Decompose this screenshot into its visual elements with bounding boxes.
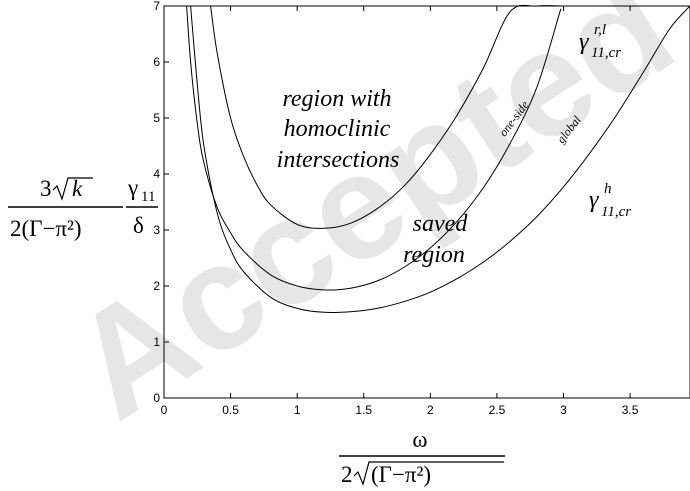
x-tick-label: 1.5	[355, 403, 372, 417]
x-tick-label: 0	[161, 403, 168, 417]
y-ticks: 0 1 2 3 4 5 6 7	[153, 0, 169, 405]
svg-text:2(Γ−π²): 2(Γ−π²)	[10, 216, 82, 241]
svg-text:3: 3	[40, 176, 52, 201]
plot-frame	[163, 5, 690, 399]
x-tick-label: 0.5	[222, 403, 239, 417]
svg-text:ω: ω	[412, 427, 427, 452]
curve-1	[186, 5, 562, 291]
gamma-h-superscript: h	[604, 181, 612, 197]
gamma-rl-subscript: 11,cr	[591, 45, 621, 61]
x-tick-label: 3	[560, 403, 567, 417]
gamma-rl-superscript: r,l	[594, 22, 606, 38]
series-lines	[186, 4, 690, 314]
gamma-h-label: γ h 11,cr	[589, 181, 631, 220]
region-label-line1: region with	[282, 86, 391, 112]
saved-label-line2: region	[403, 242, 465, 268]
region-label-line2: homoclinic	[284, 116, 391, 142]
region-label-line3: intersections	[277, 147, 400, 173]
x-tick-label: 2.5	[489, 403, 506, 417]
y-tick-label: 6	[153, 55, 160, 69]
x-tick-label: 3.5	[622, 403, 639, 417]
curve-3	[210, 4, 564, 229]
gamma-rl-label: γ r,l 11,cr	[579, 22, 621, 61]
x-tick-label: 1	[294, 403, 301, 417]
x-tick-label: 2	[427, 403, 434, 417]
gamma-h-symbol: γ	[589, 187, 599, 213]
svg-text:(Γ−π²): (Γ−π²)	[371, 462, 431, 487]
gamma-rl-symbol: γ	[579, 29, 589, 55]
y-tick-label: 4	[153, 167, 160, 181]
svg-text:γ: γ	[127, 175, 138, 200]
gamma-h-subscript: 11,cr	[601, 204, 631, 220]
svg-text:11: 11	[141, 189, 155, 205]
y-tick-label: 5	[153, 111, 160, 125]
y-tick-label: 1	[153, 335, 160, 349]
saved-label-line1: saved	[413, 211, 469, 237]
curve-2	[190, 5, 690, 314]
y-tick-label: 0	[153, 391, 160, 405]
y-tick-label: 3	[153, 223, 160, 237]
y-tick-label: 2	[153, 279, 160, 293]
svg-text:δ: δ	[133, 213, 144, 238]
svg-text:k: k	[72, 176, 83, 201]
x-axis-label: ω 2 (Γ−π²)	[339, 427, 505, 487]
y-tick-label: 7	[153, 0, 160, 13]
y-axis-label: 3 k 2(Γ−π²) γ 11 δ	[8, 175, 158, 241]
x-ticks: 0 0.5 1 1.5 2 2.5 3 3.5	[161, 6, 639, 417]
svg-text:2: 2	[341, 462, 353, 487]
